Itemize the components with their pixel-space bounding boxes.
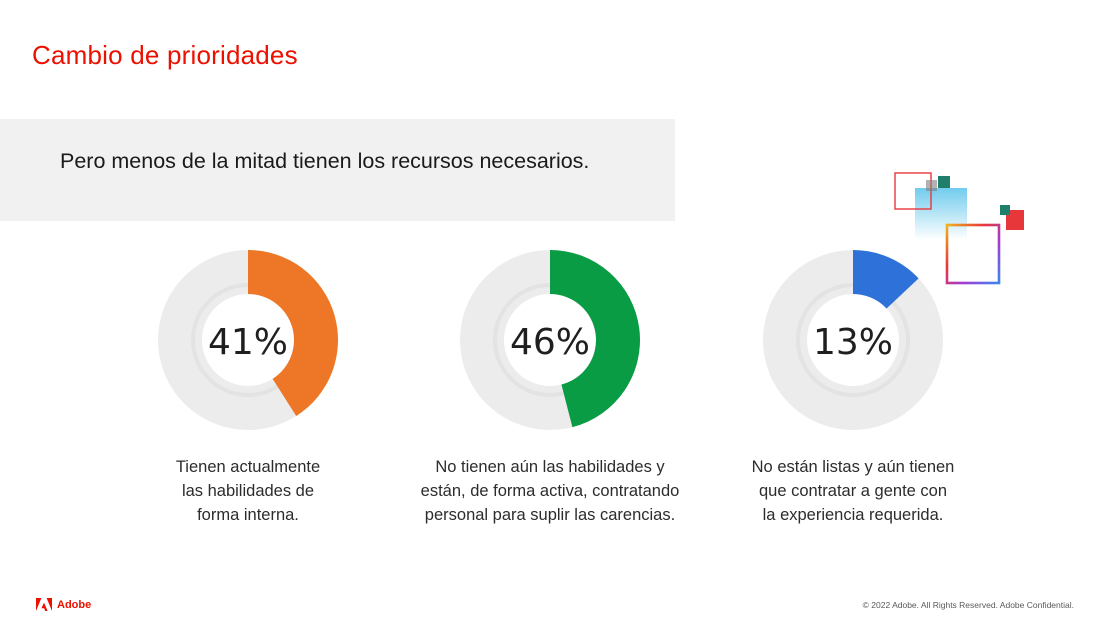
adobe-brand: Adobe bbox=[36, 598, 91, 611]
donut-chart-3: 13% bbox=[763, 250, 943, 430]
caption-line: No tienen aún las habilidades y bbox=[435, 458, 665, 476]
caption-line: la experiencia requerida. bbox=[762, 506, 944, 524]
donut-arc bbox=[550, 250, 640, 428]
donut-caption-3: No están listas y aún tienen que contrat… bbox=[713, 455, 993, 527]
donut-chart-1: 41% bbox=[158, 250, 338, 430]
brand-name: Adobe bbox=[57, 598, 92, 611]
donut-caption-1: Tienen actualmente las habilidades de fo… bbox=[128, 455, 368, 527]
caption-line: forma interna. bbox=[197, 506, 299, 524]
donut-arc bbox=[853, 250, 919, 309]
donut-value-label: 46% bbox=[510, 322, 590, 363]
donut-value-label: 41% bbox=[208, 322, 288, 363]
caption-line: Tienen actualmente bbox=[175, 458, 321, 476]
caption-line: están, de forma activa, contratando bbox=[420, 482, 680, 500]
donut-caption-2: No tienen aún las habilidades y están, d… bbox=[400, 455, 700, 527]
slide-title: Cambio de prioridades bbox=[32, 40, 298, 70]
donut-value-label: 13% bbox=[813, 322, 893, 363]
copyright-notice: © 2022 Adobe. All Rights Reserved. Adobe… bbox=[862, 600, 1074, 610]
overlapping-squares-decoration bbox=[894, 172, 1024, 285]
caption-line: No están listas y aún tienen bbox=[751, 458, 955, 476]
donut-chart-2: 46% bbox=[460, 250, 640, 430]
adobe-logo-icon bbox=[36, 598, 52, 611]
subtitle-band bbox=[0, 119, 675, 221]
caption-line: las habilidades de bbox=[181, 482, 315, 500]
caption-line: que contratar a gente con bbox=[758, 482, 948, 500]
donut-arc bbox=[248, 250, 338, 416]
slide-subtitle: Pero menos de la mitad tienen los recurs… bbox=[60, 149, 590, 173]
caption-line: personal para suplir las carencias. bbox=[424, 506, 676, 524]
